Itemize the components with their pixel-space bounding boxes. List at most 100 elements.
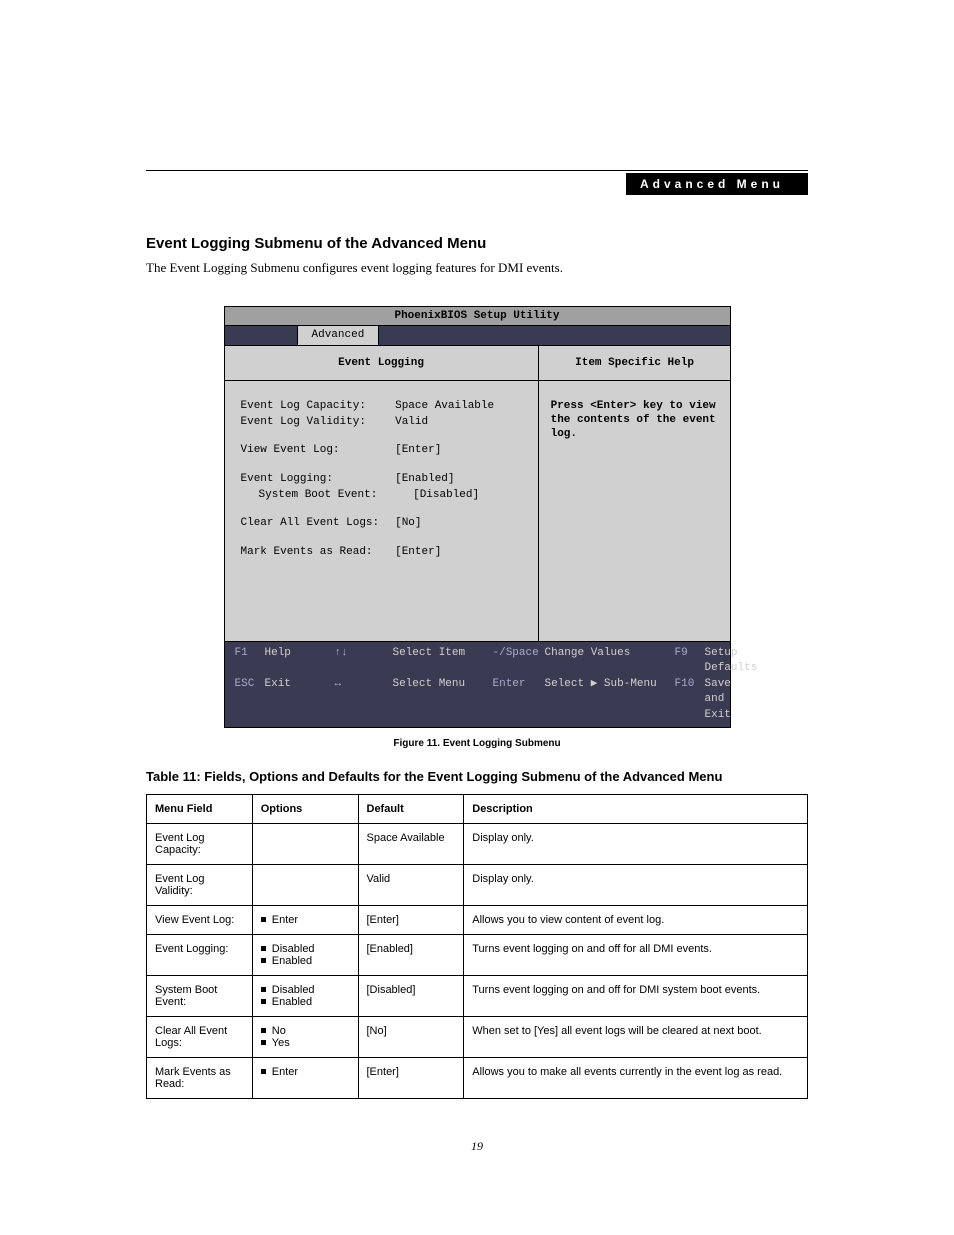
bios-key-enter: Enter: [493, 677, 545, 723]
header-chapter-label: Advanced Menu: [626, 173, 808, 195]
cell-default: Space Available: [358, 823, 464, 864]
bios-item-label: View Event Log:: [241, 443, 396, 457]
bios-action-select-menu: Select Menu: [393, 677, 493, 723]
section-title: Event Logging Submenu of the Advanced Me…: [146, 235, 808, 252]
bios-item-value: [No]: [395, 516, 521, 530]
bios-key-leftright: ↔: [335, 677, 393, 723]
bullet-icon: [261, 1028, 266, 1033]
cell-default: [Disabled]: [358, 975, 464, 1016]
bios-left-heading: Event Logging: [225, 346, 538, 381]
cell-menu-field: Event Log Validity:: [147, 864, 253, 905]
bios-help-heading: Item Specific Help: [539, 346, 731, 381]
table-row: Mark Events as Read:Enter[Enter]Allows y…: [147, 1057, 808, 1098]
bullet-icon: [261, 958, 266, 963]
cell-description: Turns event logging on and off for all D…: [464, 934, 808, 975]
bios-action-setup-defaults: Setup Defaults: [705, 646, 758, 677]
bullet-icon: [261, 917, 266, 922]
bios-footer-row: F1 Help ↑↓ Select Item -/Space Change Va…: [235, 646, 720, 677]
bios-item-label: System Boot Event:: [241, 488, 414, 502]
bullet-icon: [261, 987, 266, 992]
bios-item-label: Mark Events as Read:: [241, 545, 396, 559]
cell-description: Allows you to make all events currently …: [464, 1057, 808, 1098]
cell-description: Turns event logging on and off for DMI s…: [464, 975, 808, 1016]
cell-menu-field: Event Log Capacity:: [147, 823, 253, 864]
cell-menu-field: System Boot Event:: [147, 975, 253, 1016]
table-header-row: Menu Field Options Default Description: [147, 794, 808, 823]
bios-left-panel: Event Logging Event Log Capacity: Space …: [225, 346, 539, 641]
bios-footer: F1 Help ↑↓ Select Item -/Space Change Va…: [225, 642, 730, 727]
cell-options: [252, 864, 358, 905]
bios-item-value: Space Available: [395, 399, 521, 413]
bios-action-select-item: Select Item: [393, 646, 493, 677]
page: Advanced Menu Event Logging Submenu of t…: [0, 0, 954, 1235]
cell-description: Display only.: [464, 823, 808, 864]
cell-menu-field: Mark Events as Read:: [147, 1057, 253, 1098]
options-table: Menu Field Options Default Description E…: [146, 794, 808, 1099]
bios-items: Event Log Capacity: Space Available Even…: [225, 381, 538, 641]
bios-item: Event Log Validity: Valid: [241, 415, 522, 429]
table-row: Event Log Capacity: Space AvailableDispla…: [147, 823, 808, 864]
cell-default: [Enabled]: [358, 934, 464, 975]
bios-item-label: Clear All Event Logs:: [241, 516, 396, 530]
bios-item-value: [Enter]: [395, 545, 521, 559]
figure-caption: Figure 11. Event Logging Submenu: [146, 738, 808, 749]
table-row: Clear All Event Logs:NoYes[No]When set t…: [147, 1016, 808, 1057]
bios-key-f9: F9: [675, 646, 705, 677]
bios-item-value: [Enter]: [395, 443, 521, 457]
table-row: Event Log Validity: ValidDisplay only.: [147, 864, 808, 905]
header-bar: Advanced Menu: [146, 173, 808, 195]
cell-menu-field: Event Logging:: [147, 934, 253, 975]
bios-item-label: Event Logging:: [241, 472, 396, 486]
bios-key-esc: ESC: [235, 677, 265, 723]
bios-key-updown: ↑↓: [335, 646, 393, 677]
cell-options: DisabledEnabled: [252, 934, 358, 975]
cell-default: [No]: [358, 1016, 464, 1057]
cell-menu-field: View Event Log:: [147, 905, 253, 934]
col-options: Options: [252, 794, 358, 823]
bios-item: Clear All Event Logs: [No]: [241, 516, 522, 530]
header-rule: [146, 170, 808, 171]
bios-item: System Boot Event: [Disabled]: [241, 488, 522, 502]
bios-action-save-exit: Save and Exit: [705, 677, 731, 723]
page-number: 19: [146, 1139, 808, 1154]
bios-item-value: [Disabled]: [413, 488, 539, 502]
bios-body: Event Logging Event Log Capacity: Space …: [225, 346, 730, 642]
bios-item-value: [Enabled]: [395, 472, 521, 486]
cell-options: DisabledEnabled: [252, 975, 358, 1016]
cell-default: [Enter]: [358, 905, 464, 934]
cell-description: Display only.: [464, 864, 808, 905]
bios-help-panel: Item Specific Help Press <Enter> key to …: [539, 346, 731, 641]
bios-item: Event Log Capacity: Space Available: [241, 399, 522, 413]
bios-item: Event Logging: [Enabled]: [241, 472, 522, 486]
bullet-icon: [261, 946, 266, 951]
bios-key-f1: F1: [235, 646, 265, 677]
bios-action-exit: Exit: [265, 677, 335, 723]
table-row: View Event Log:Enter[Enter]Allows you to…: [147, 905, 808, 934]
bios-item: View Event Log: [Enter]: [241, 443, 522, 457]
bios-item-label: Event Log Capacity:: [241, 399, 396, 413]
table-row: System Boot Event:DisabledEnabled[Disabl…: [147, 975, 808, 1016]
cell-default: Valid: [358, 864, 464, 905]
cell-description: Allows you to view content of event log.: [464, 905, 808, 934]
bios-key-f10: F10: [675, 677, 705, 723]
bios-footer-row: ESC Exit ↔ Select Menu Enter Select ▶ Su…: [235, 677, 720, 723]
col-menu-field: Menu Field: [147, 794, 253, 823]
cell-default: [Enter]: [358, 1057, 464, 1098]
bios-screenshot: PhoenixBIOS Setup Utility Advanced Event…: [224, 306, 731, 728]
cell-options: Enter: [252, 1057, 358, 1098]
cell-description: When set to [Yes] all event logs will be…: [464, 1016, 808, 1057]
bios-utility-title: PhoenixBIOS Setup Utility: [225, 307, 730, 326]
col-description: Description: [464, 794, 808, 823]
cell-options: [252, 823, 358, 864]
bullet-icon: [261, 999, 266, 1004]
bios-key-minus: -/Space: [493, 646, 545, 677]
table-row: Event Logging:DisabledEnabled[Enabled]Tu…: [147, 934, 808, 975]
bios-action-change-values: Change Values: [545, 646, 675, 677]
bios-item-value: Valid: [395, 415, 521, 429]
cell-menu-field: Clear All Event Logs:: [147, 1016, 253, 1057]
bios-tab-bar: Advanced: [225, 326, 730, 345]
bullet-icon: [261, 1040, 266, 1045]
bios-item-label: Event Log Validity:: [241, 415, 396, 429]
cell-options: NoYes: [252, 1016, 358, 1057]
cell-options: Enter: [252, 905, 358, 934]
